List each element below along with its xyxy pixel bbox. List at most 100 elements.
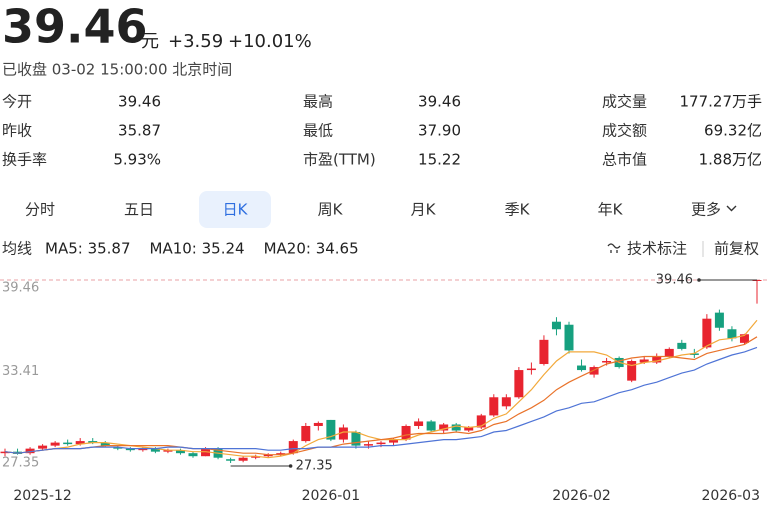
indicator-label: 均线 bbox=[2, 240, 32, 258]
stat-value: 69.32亿 bbox=[704, 122, 762, 140]
price-change: +3.59 bbox=[168, 31, 223, 52]
stat-label: 总市值 bbox=[602, 151, 647, 169]
candle-body bbox=[602, 360, 612, 363]
candle-body bbox=[414, 421, 424, 426]
stat-value: 39.46 bbox=[418, 93, 461, 111]
candle-body bbox=[338, 427, 348, 440]
ma-line bbox=[4, 346, 758, 454]
candle-body bbox=[476, 415, 486, 428]
candle-body bbox=[38, 445, 48, 449]
stat-label: 成交量 bbox=[602, 93, 647, 111]
x-tick-label: 2026-01 bbox=[302, 488, 361, 504]
price-change-pct: +10.01% bbox=[228, 31, 312, 52]
candle-body bbox=[188, 453, 198, 457]
x-tick-label: 2025-12 bbox=[13, 488, 72, 504]
candle-body bbox=[326, 419, 336, 440]
candle-body bbox=[727, 329, 737, 339]
candle-body bbox=[664, 348, 674, 357]
candle-body bbox=[514, 370, 524, 398]
candle-body bbox=[564, 324, 574, 351]
candle-body bbox=[351, 432, 361, 446]
candle-body bbox=[50, 442, 60, 446]
candle-body bbox=[426, 421, 436, 431]
candle-body bbox=[501, 397, 511, 407]
candle-body bbox=[489, 397, 499, 416]
candle-body bbox=[125, 448, 135, 451]
max-label: 39.46 bbox=[656, 273, 693, 288]
stat-label: 昨收 bbox=[2, 122, 32, 140]
candle-body bbox=[451, 424, 461, 431]
candle-body bbox=[88, 441, 98, 443]
stat-label: 今开 bbox=[2, 93, 32, 111]
x-tick-label: 2026-02 bbox=[552, 488, 611, 504]
legend-entry: MA10: 35.24 bbox=[150, 240, 245, 258]
tool-icon bbox=[607, 243, 621, 253]
tab[interactable]: 月K bbox=[411, 201, 437, 219]
candle-body bbox=[263, 454, 273, 457]
stat-label: 最高 bbox=[303, 93, 333, 111]
candle-body bbox=[313, 422, 323, 426]
tab[interactable]: 更多 bbox=[691, 201, 721, 219]
legend-entry: MA5: 35.87 bbox=[45, 240, 131, 258]
candle-body bbox=[301, 425, 311, 442]
stat-value: 15.22 bbox=[418, 151, 461, 169]
candle-body bbox=[138, 448, 148, 451]
tool-adjust[interactable]: 前复权 bbox=[714, 240, 759, 258]
min-label: 27.35 bbox=[296, 459, 333, 474]
stat-value: 39.46 bbox=[118, 93, 161, 111]
market-status: 已收盘 03-02 15:00:00 北京时间 bbox=[2, 61, 232, 79]
min-dot bbox=[288, 464, 293, 468]
tab[interactable]: 分时 bbox=[25, 201, 55, 219]
tab-highlight bbox=[199, 191, 271, 228]
candle-body bbox=[677, 342, 687, 349]
tool-annotate[interactable]: 技术标注 bbox=[627, 240, 687, 258]
candle-body bbox=[201, 448, 211, 457]
tab-selected[interactable]: 日K bbox=[223, 201, 249, 219]
candle-body bbox=[63, 442, 73, 445]
candle-body bbox=[251, 456, 261, 458]
stat-value: 177.27万手 bbox=[680, 93, 763, 111]
stat-label: 最低 bbox=[303, 122, 333, 140]
candle-body bbox=[589, 367, 599, 375]
candle-body bbox=[150, 448, 160, 452]
candle-body bbox=[113, 447, 123, 449]
candle-body bbox=[100, 442, 110, 446]
candle-body bbox=[163, 450, 173, 452]
stat-value: 37.90 bbox=[418, 122, 461, 140]
price: 39.46 bbox=[2, 0, 148, 54]
x-tick-label: 2026-03 bbox=[702, 488, 761, 504]
candle-body bbox=[276, 453, 286, 455]
candle-body bbox=[526, 368, 536, 371]
stat-value: 35.87 bbox=[118, 122, 161, 140]
candle-body bbox=[389, 439, 399, 443]
y-tick-label: 39.46 bbox=[2, 281, 39, 296]
candle-body bbox=[175, 450, 185, 454]
candle-body bbox=[539, 339, 549, 365]
candle-body bbox=[739, 334, 749, 343]
max-dot bbox=[697, 278, 701, 282]
candle-body bbox=[363, 444, 373, 446]
price-unit: 元 bbox=[141, 31, 159, 52]
candle-body bbox=[551, 321, 561, 330]
y-tick-label: 33.41 bbox=[2, 364, 39, 379]
tab[interactable]: 周K bbox=[318, 201, 344, 219]
tab[interactable]: 五日 bbox=[124, 201, 154, 219]
candle-body bbox=[652, 356, 662, 363]
kline-chart: 39.46 33.41 27.35 2025-12 2026-01 2026-02 2026… bbox=[0, 273, 767, 504]
candle-body bbox=[226, 459, 236, 461]
candle-body bbox=[0, 451, 10, 454]
ma-line bbox=[4, 319, 758, 459]
tab[interactable]: 季K bbox=[505, 201, 531, 219]
candle-body bbox=[714, 312, 724, 328]
tab[interactable]: 年K bbox=[598, 201, 624, 219]
candle-body bbox=[689, 353, 699, 355]
candle-body bbox=[464, 427, 474, 431]
candle-body bbox=[288, 441, 298, 454]
more-chevron bbox=[726, 205, 737, 212]
candle-body bbox=[702, 318, 712, 348]
candle-body bbox=[75, 441, 85, 445]
legend-entry: MA20: 34.65 bbox=[264, 240, 359, 258]
stat-label: 市盈(TTM) bbox=[303, 151, 376, 169]
candle-body bbox=[577, 365, 587, 371]
